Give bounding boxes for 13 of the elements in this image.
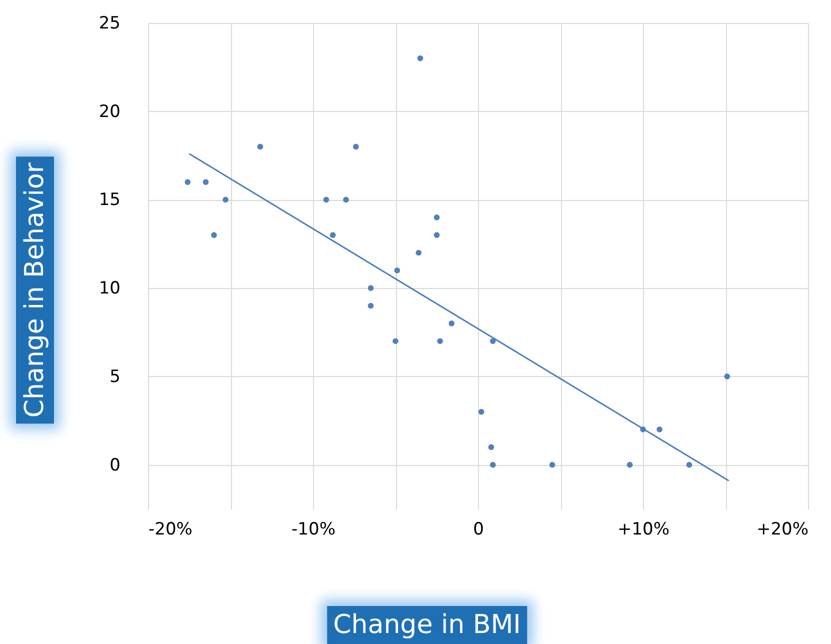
x-tick-label: +20%: [756, 520, 808, 540]
y-tick-label: 5: [110, 366, 120, 387]
x-tick-label: -20%: [148, 520, 192, 540]
y-tick-label: 25: [98, 14, 120, 34]
x-tick-label: 0: [473, 520, 484, 540]
y-axis-title: Change in Behavior: [16, 156, 54, 424]
x-tick-label: -10%: [292, 520, 336, 540]
y-tick-label: 15: [98, 190, 120, 210]
x-axis-title: Change in BMI: [327, 606, 527, 644]
y-tick-label: 20: [98, 102, 120, 122]
y-tick-label: 10: [98, 278, 120, 299]
y-tick-label: 0: [110, 455, 120, 476]
x-tick-label: +10%: [617, 520, 670, 540]
